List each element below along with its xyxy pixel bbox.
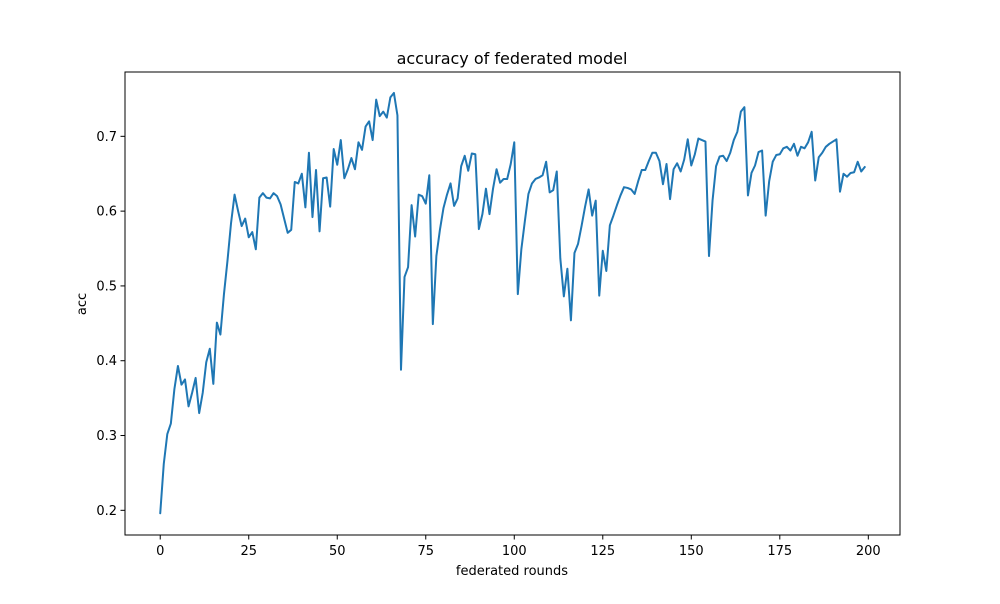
y-tick-label: 0.3: [96, 429, 117, 444]
x-tick-label: 25: [240, 544, 257, 559]
axes-frame: [124, 71, 901, 536]
y-tick-label: 0.2: [96, 504, 117, 519]
x-tick-label: 150: [679, 544, 704, 559]
y-axis-label: acc: [75, 293, 90, 315]
series-line-0: [159, 91, 866, 515]
x-tick-label: 75: [417, 544, 434, 559]
y-tick-label: 0.4: [96, 354, 117, 369]
x-tick-label: 200: [856, 544, 881, 559]
chart-title: accuracy of federated model: [397, 49, 628, 68]
x-tick-label: 175: [767, 544, 792, 559]
x-tick-label: 0: [156, 544, 164, 559]
y-axis-ticks: 0.2 0.3 0.4 0.5 0.6 0.7: [96, 130, 125, 519]
y-tick-label: 0.6: [96, 205, 117, 220]
x-tick-label: 125: [590, 544, 615, 559]
x-tick-label: 100: [502, 544, 527, 559]
plot-area: [124, 71, 901, 536]
x-axis-ticks: 0 25 50 75 100 125 150 175 200: [156, 535, 881, 559]
y-tick-label: 0.5: [96, 279, 117, 294]
y-tick-label: 0.7: [96, 130, 117, 145]
x-tick-label: 50: [329, 544, 346, 559]
x-axis-label: federated rounds: [456, 564, 568, 579]
